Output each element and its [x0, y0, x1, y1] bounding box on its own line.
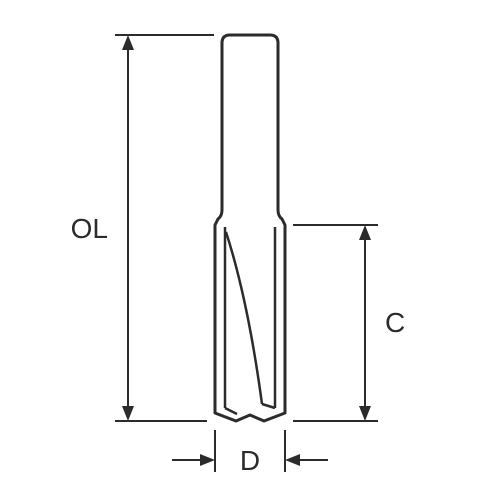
bit-outline — [215, 35, 285, 421]
dimension-d: D — [172, 430, 328, 476]
dimension-ol: OL — [71, 35, 214, 421]
flute-bottom-right — [262, 404, 275, 408]
label-c: C — [385, 307, 405, 338]
router-bit-diagram: OL C D — [0, 0, 500, 500]
dimension-c: C — [293, 225, 405, 421]
flute-curve — [226, 232, 262, 404]
label-d: D — [240, 445, 260, 476]
label-ol: OL — [71, 213, 108, 244]
flute-bottom-left — [225, 408, 237, 414]
